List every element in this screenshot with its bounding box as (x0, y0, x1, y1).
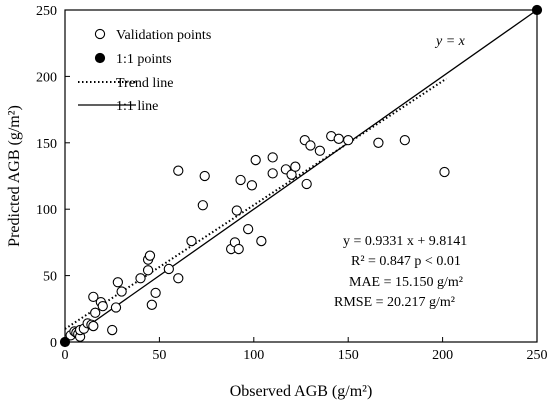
data-points (59, 4, 543, 348)
validation-point (88, 291, 99, 302)
x-tick-label: 200 (432, 348, 453, 363)
legend-label-validation: Validation points (116, 28, 211, 43)
validation-point (199, 170, 210, 182)
legend-label-one-to-one-line: 1:1 line (116, 99, 158, 114)
y-tick-label: 50 (43, 270, 57, 285)
x-tick-label: 0 (62, 348, 69, 363)
y-tick-label: 200 (36, 70, 57, 85)
x-axis-title: Observed AGB (g/m²) (230, 383, 373, 400)
validation-point (233, 243, 244, 255)
y-axis-title: Predicted AGB (g/m²) (6, 105, 23, 247)
validation-point (439, 166, 450, 178)
x-tick-label: 50 (152, 348, 166, 363)
legend: Validation points 1:1 points Trend line 1:1… (78, 28, 211, 114)
y-tick-label: 0 (50, 336, 57, 351)
validation-point (246, 180, 258, 191)
validation-point (343, 134, 354, 146)
validation-point (116, 286, 127, 297)
validation-point (146, 299, 157, 310)
y-tick-label: 150 (36, 137, 57, 152)
validation-point (107, 324, 118, 336)
validation-point (144, 250, 156, 261)
validation-point (135, 273, 146, 284)
validation-point (88, 320, 99, 332)
validation-point (305, 140, 316, 151)
x-tick-label: 100 (243, 348, 264, 363)
validation-point (90, 307, 101, 318)
one-to-one-point (531, 4, 543, 16)
validation-point (314, 145, 326, 156)
rmse-label: RMSE = 20.217 g/m² (334, 295, 455, 310)
validation-point (112, 277, 124, 288)
validation-point (142, 265, 154, 276)
validation-point (173, 165, 184, 176)
mae-label: MAE = 15.150 g/m² (349, 275, 463, 290)
validation-point (242, 223, 254, 235)
validation-point (186, 235, 197, 247)
validation-point (150, 287, 161, 299)
legend-label-one-to-one-points: 1:1 points (116, 52, 172, 67)
validation-point (267, 152, 278, 163)
r2-label: R² = 0.847 p < 0.01 (351, 254, 461, 269)
y-tick-label: 250 (36, 4, 57, 19)
one-to-one-line (64, 9, 538, 343)
annotations: y = x y = 0.9331 x + 9.8141 R² = 0.847 p <… (334, 34, 467, 310)
legend-marker-one-to-one-points (94, 52, 106, 64)
validation-point (231, 205, 242, 216)
regression-lines (64, 9, 538, 343)
validation-point (301, 178, 312, 190)
validation-point (110, 302, 122, 313)
x-tick-label: 250 (527, 348, 548, 363)
validation-point (399, 134, 410, 146)
axes: 0 50 100 150 200 250 0 50 100 150 200 250 Observed A… (6, 4, 548, 400)
validation-point (250, 154, 261, 166)
validation-point (235, 174, 246, 186)
yx-label: y = x (434, 34, 466, 49)
validation-point (290, 161, 301, 172)
plot-frame (64, 9, 538, 343)
validation-point (373, 137, 384, 148)
legend-marker-validation (94, 28, 106, 40)
validation-point (97, 300, 108, 312)
legend-label-trend: Trend line (116, 76, 173, 91)
y-tick-label: 100 (36, 203, 57, 218)
validation-point (163, 263, 174, 275)
x-tick-label: 150 (338, 348, 359, 363)
trend-line (64, 77, 447, 330)
one-to-one-point (59, 336, 71, 348)
equation-label: y = 0.9331 x + 9.8141 (343, 234, 467, 249)
validation-point (333, 133, 344, 144)
validation-point (256, 235, 267, 247)
validation-point (173, 273, 184, 284)
validation-point (267, 168, 278, 179)
validation-point (197, 200, 208, 211)
